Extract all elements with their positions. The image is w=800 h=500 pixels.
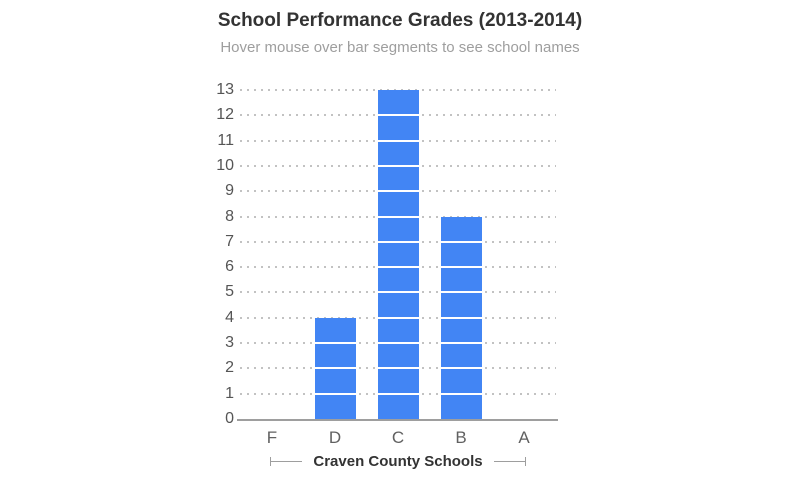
- bar-segment-divider: [440, 316, 482, 319]
- axis-span-right-line: [493, 461, 525, 462]
- bar-C[interactable]: [377, 90, 419, 419]
- x-axis-line: [237, 419, 558, 421]
- x-tick-label: C: [391, 428, 405, 447]
- y-tick-label: 2: [225, 359, 234, 377]
- bar-segment-divider: [440, 342, 482, 345]
- bar-segment-divider: [377, 342, 419, 345]
- y-tick-label: 9: [225, 182, 234, 200]
- y-tick-label: 6: [225, 258, 234, 276]
- bar-segment-divider: [377, 316, 419, 319]
- bar-segment-divider: [377, 392, 419, 395]
- bar-segment-divider: [377, 139, 419, 142]
- bar-segment-divider: [314, 367, 356, 370]
- bar-segment-divider: [377, 266, 419, 269]
- y-tick-label: 0: [225, 410, 234, 427]
- y-tick-label: 7: [225, 232, 234, 250]
- bar-segment-divider: [377, 114, 419, 117]
- y-tick-label: 10: [216, 156, 234, 174]
- bar-B[interactable]: [440, 217, 482, 419]
- y-tick-label: 13: [216, 81, 234, 98]
- bar-segment-divider: [440, 367, 482, 370]
- bar-segment-divider: [377, 164, 419, 167]
- y-tick-label: 12: [216, 106, 234, 124]
- bar-segment-divider: [377, 367, 419, 370]
- bar-segment-divider: [377, 240, 419, 243]
- x-tick-label: F: [266, 428, 278, 447]
- y-tick-label: 4: [225, 308, 234, 326]
- bar-segment-divider: [314, 342, 356, 345]
- chart-header: School Performance Grades (2013-2014) Ho…: [0, 10, 800, 56]
- chart-title: School Performance Grades (2013-2014): [217, 10, 583, 31]
- bar-segment-divider: [377, 215, 419, 218]
- y-tick-label: 3: [225, 334, 234, 352]
- y-tick-label: 8: [225, 207, 234, 225]
- axis-span-left-line: [271, 461, 303, 462]
- bar-segment-divider: [314, 392, 356, 395]
- x-tick-label: A: [518, 428, 530, 447]
- x-axis-title-row: Craven County Schools: [240, 453, 556, 470]
- x-tick-label: B: [455, 428, 467, 447]
- y-tick-label: 5: [225, 283, 234, 301]
- y-tick-label: 1: [225, 384, 234, 402]
- x-tick-label: D: [328, 428, 342, 447]
- bar-segment-divider: [377, 291, 419, 294]
- x-axis-title: Craven County Schools: [313, 453, 483, 470]
- bar-segment-divider: [440, 240, 482, 243]
- axis-span-left-cap-icon: [270, 457, 272, 466]
- chart-subtitle: Hover mouse over bar segments to see sch…: [220, 39, 580, 56]
- axis-span-right-cap-icon: [524, 457, 526, 466]
- bar-segment-divider: [440, 291, 482, 294]
- bar-D[interactable]: [314, 318, 356, 419]
- bar-segment-divider: [440, 266, 482, 269]
- bar-segment-divider: [377, 190, 419, 193]
- bar-segment-divider: [440, 392, 482, 395]
- plot-area: 0 1 2 3 4 5 6 7 8 9 10 11 12 13 F D C B A: [216, 81, 558, 447]
- y-tick-label: 11: [217, 131, 234, 149]
